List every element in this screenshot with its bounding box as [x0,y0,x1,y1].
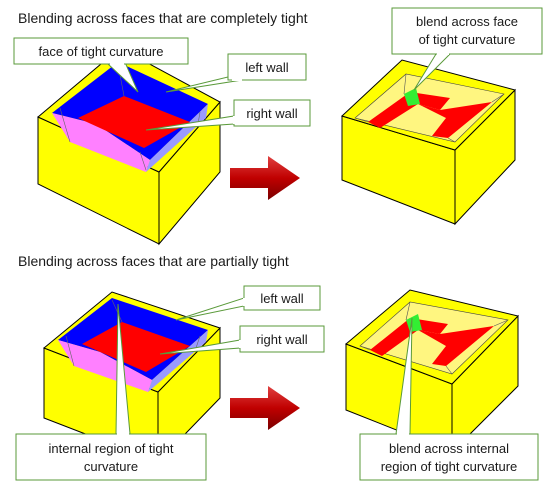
box-bottom-right [345,289,519,454]
callout-blend-text-line2: of tight curvature [419,32,516,47]
blend-green-2 [406,314,422,332]
callout-right-wall-text: right wall [246,106,297,121]
callout-left-wall-top: left wall [165,53,307,93]
box-top-right [341,59,516,226]
callout-face-text: face of tight curvature [38,44,163,59]
floor-red [78,96,190,148]
callout-blend-internal-line2: region of tight curvature [381,459,518,474]
arrow-right-icon-2 [230,386,300,430]
callout-left-wall-text: left wall [245,60,288,75]
floor-red-2 [82,322,190,372]
callout-blend-across-face: blend across face of tight curvature [391,7,543,91]
callout-internal-region: internal region of tight curvature [15,303,207,481]
left-wall-pink [52,113,150,172]
callout-right-wall-bottom: right wall [159,325,325,355]
callout-blend-internal-line1: blend across internal [389,441,509,456]
callout-internal-text-line1: internal region of tight [48,441,173,456]
box-top-left [37,47,221,246]
callout-right-wall-text-2: right wall [256,332,307,347]
floor-red-left [368,92,450,128]
blend-green [404,88,420,106]
callout-right-wall-top: right wall [145,99,311,131]
callout-face-of-tight-curvature: face of tight curvature [13,37,189,93]
callout-left-wall-bottom: left wall [175,285,321,321]
box-bottom-left [43,291,221,464]
callout-blend-across-internal: blend across internal region of tight cu… [359,317,539,481]
callout-blend-text-line1: blend across face [416,14,518,29]
arrow-right-icon [230,156,300,200]
heading-completely-tight: Blending across faces that are completel… [18,10,308,26]
callout-left-wall-text-2: left wall [260,291,303,306]
callout-internal-text-line2: curvature [84,459,138,474]
heading-partially-tight: Blending across faces that are partially… [18,253,289,269]
